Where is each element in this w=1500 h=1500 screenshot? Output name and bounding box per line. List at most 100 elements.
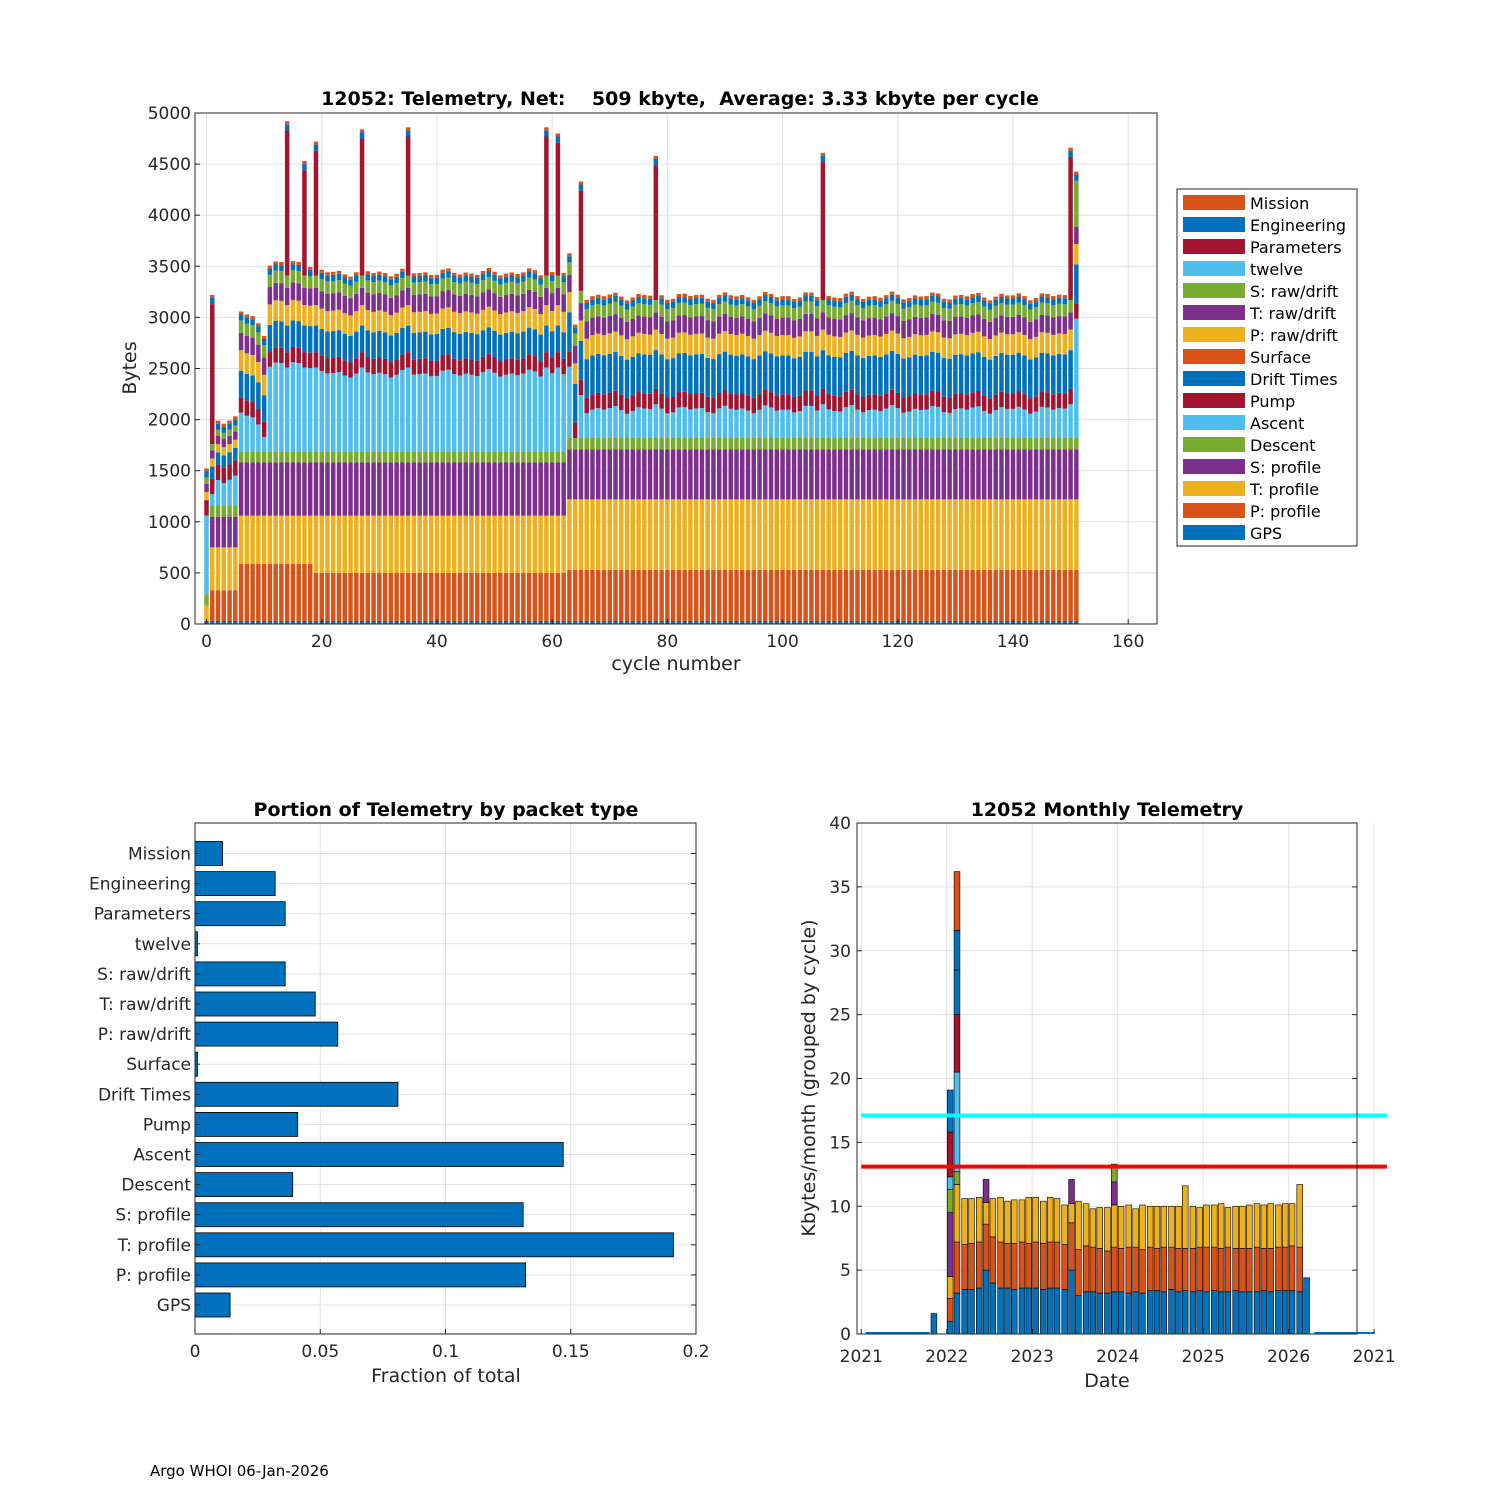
cycle-bar-133 xyxy=(970,294,975,624)
segment-t-profile xyxy=(290,515,296,564)
segment-s-raw-drift xyxy=(244,323,250,336)
segment-mission xyxy=(688,295,693,300)
portion-bar-s-profile xyxy=(194,1202,524,1228)
segment-ascent xyxy=(826,409,831,438)
segment-gps xyxy=(613,620,618,624)
segment-s-raw-drift xyxy=(480,280,486,293)
segment-drift-times xyxy=(480,330,486,357)
segment-ascent xyxy=(388,377,394,452)
segment-drift-times xyxy=(256,382,261,410)
segment-s-profile xyxy=(584,449,589,500)
segment-ascent xyxy=(595,408,601,438)
segment-p-profile xyxy=(739,569,745,621)
month-bar-24 xyxy=(1111,1163,1118,1335)
cycle-bar-37 xyxy=(417,272,422,624)
segment-engineering xyxy=(803,295,808,302)
segment-engineering xyxy=(348,279,353,286)
segment-drift-times xyxy=(619,355,624,395)
segment-t-raw-drift xyxy=(665,321,670,339)
segment-s-raw-drift xyxy=(227,429,232,436)
legend-swatch-t-profile xyxy=(1183,481,1245,496)
segment-p-profile xyxy=(901,569,906,621)
segment-s-profile xyxy=(1039,449,1045,500)
month-segment xyxy=(1082,1291,1090,1335)
segment-pump xyxy=(595,392,601,409)
segment-s-profile xyxy=(210,516,215,548)
segment-mission xyxy=(716,294,722,298)
segment-engineering xyxy=(659,298,664,305)
month-segment xyxy=(1004,1200,1011,1244)
month-segment xyxy=(1153,1205,1161,1249)
segment-descent xyxy=(336,451,342,463)
segment-t-profile xyxy=(768,499,774,570)
segment-p-raw-drift xyxy=(498,314,503,335)
cycle-bar-46 xyxy=(469,273,474,624)
segment-ascent xyxy=(348,377,353,452)
segment-t-raw-drift xyxy=(279,283,284,301)
segment-t-profile xyxy=(636,499,641,570)
segment-s-profile xyxy=(935,449,941,500)
segment-p-profile xyxy=(774,569,780,621)
segment-t-raw-drift xyxy=(699,316,705,334)
y-tick-label: 4000 xyxy=(148,206,191,226)
segment-ascent xyxy=(457,375,463,452)
segment-s-profile xyxy=(716,449,722,500)
segment-engineering xyxy=(676,296,682,304)
cycle-bar-103 xyxy=(797,297,803,624)
segment-t-profile xyxy=(895,499,901,570)
segment-p-profile xyxy=(221,590,227,621)
segment-p-profile xyxy=(457,572,463,621)
segment-drift-times xyxy=(469,332,474,360)
month-segment xyxy=(946,1189,954,1213)
segment-ascent xyxy=(336,372,342,452)
segment-t-profile xyxy=(348,515,353,573)
segment-t-profile xyxy=(273,515,278,564)
segment-engineering xyxy=(947,302,952,309)
cycle-bar-36 xyxy=(411,273,417,624)
segment-p-profile xyxy=(498,572,503,621)
segment-mission xyxy=(676,293,682,297)
segment-mission xyxy=(227,420,232,424)
month-bar-43 xyxy=(1246,1204,1253,1335)
month-segment xyxy=(1253,1291,1261,1335)
segment-t-raw-drift xyxy=(705,320,710,338)
segment-gps xyxy=(417,620,422,624)
segment-engineering xyxy=(987,303,993,310)
segment-p-raw-drift xyxy=(676,332,682,354)
legend-label-s-raw-drift: S: raw/drift xyxy=(1250,282,1338,301)
segment-drift-times xyxy=(503,332,509,360)
segment-p-raw-drift xyxy=(267,304,273,325)
segment-t-profile xyxy=(1016,499,1021,570)
segment-mission xyxy=(895,294,901,298)
month-segment xyxy=(1224,1246,1232,1293)
cycle-bar-134 xyxy=(976,292,981,624)
segment-p-raw-drift xyxy=(607,333,613,354)
month-segment xyxy=(1168,1246,1175,1290)
segment-ascent xyxy=(319,370,324,452)
segment-descent xyxy=(878,437,883,450)
cycle-bar-137 xyxy=(993,296,998,624)
cycle-bar-76 xyxy=(642,295,647,624)
segment-ascent xyxy=(711,413,716,438)
segment-drift-times xyxy=(1028,359,1033,399)
segment-p-profile xyxy=(619,569,624,621)
segment-mission xyxy=(665,299,670,303)
segment-engineering xyxy=(688,299,693,306)
cycle-bar-34 xyxy=(400,268,405,624)
segment-p-raw-drift xyxy=(832,336,837,357)
month-segment xyxy=(1075,1249,1082,1296)
cycle-bar-43 xyxy=(451,272,457,624)
segment-t-raw-drift xyxy=(284,287,290,306)
segment-drift-times xyxy=(924,355,929,395)
segment-t-raw-drift xyxy=(331,293,336,311)
segment-ascent xyxy=(526,369,532,452)
segment-p-raw-drift xyxy=(359,305,365,326)
segment-descent xyxy=(267,451,273,463)
month-segment xyxy=(1046,1197,1054,1243)
segment-t-profile xyxy=(1074,499,1079,570)
segment-s-raw-drift xyxy=(469,282,474,296)
segment-descent xyxy=(475,451,480,463)
segment-engineering xyxy=(365,274,371,281)
segment-ascent xyxy=(624,413,630,438)
segment-p-raw-drift xyxy=(619,335,624,356)
